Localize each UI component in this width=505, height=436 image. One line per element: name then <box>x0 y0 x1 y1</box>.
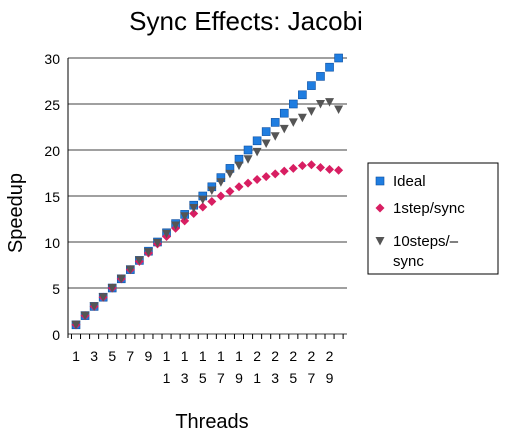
y-tick-label: 15 <box>44 189 60 205</box>
data-point <box>125 265 135 275</box>
data-point <box>270 132 280 141</box>
data-point <box>243 155 253 164</box>
data-point <box>288 163 298 173</box>
data-point <box>207 197 217 207</box>
data-point <box>334 53 343 63</box>
data-point <box>325 164 335 174</box>
data-point <box>279 124 289 134</box>
x-tick-label: 7 <box>126 348 134 364</box>
legend-box <box>367 162 499 275</box>
data-point <box>225 169 235 179</box>
y-tick-label: 5 <box>52 281 60 297</box>
y-tick-label: 0 <box>52 327 60 343</box>
x-tick-label: 1 <box>72 348 80 364</box>
legend-marker <box>375 176 385 186</box>
y-axis-label: Speedup <box>5 173 27 253</box>
data-point <box>306 107 316 116</box>
y-tick-label: 10 <box>44 235 60 251</box>
y-tick-label: 20 <box>44 143 60 159</box>
data-point <box>134 256 144 265</box>
x-tick-label: 5 <box>108 348 116 364</box>
data-point <box>297 113 307 123</box>
data-point <box>234 161 244 171</box>
x-axis-label: Threads <box>175 411 248 433</box>
data-point <box>71 320 81 330</box>
data-point <box>216 191 226 201</box>
data-point <box>315 100 325 109</box>
data-point <box>189 203 199 213</box>
data-point <box>297 161 307 171</box>
data-point <box>107 284 117 293</box>
data-point <box>89 302 99 311</box>
x-tick-label: 3 <box>90 348 98 364</box>
legend-marker <box>375 203 385 213</box>
data-point <box>152 238 162 248</box>
data-point <box>80 311 90 321</box>
y-tick-label: 25 <box>44 97 60 113</box>
data-point <box>189 208 199 218</box>
legend-label: 10steps/– sync <box>393 233 459 270</box>
data-point <box>307 81 316 90</box>
data-point <box>270 169 280 179</box>
data-point <box>234 182 244 192</box>
data-point <box>198 195 208 205</box>
data-point <box>316 72 325 81</box>
legend: Ideal 1step/sync 10steps/– sync <box>367 162 499 275</box>
legend-marker <box>375 237 385 246</box>
data-point <box>261 139 271 149</box>
data-point <box>243 178 253 188</box>
data-point <box>180 212 190 221</box>
data-point <box>315 162 325 172</box>
data-point <box>180 216 190 226</box>
data-point <box>288 118 298 127</box>
data-point <box>216 178 226 187</box>
data-point <box>325 62 334 72</box>
data-point <box>334 165 344 175</box>
data-point <box>279 108 289 118</box>
data-point <box>252 174 262 184</box>
data-point <box>171 221 181 230</box>
data-point <box>306 160 316 170</box>
data-point <box>198 202 208 212</box>
data-point <box>162 229 172 239</box>
data-point <box>116 274 126 284</box>
data-point <box>325 98 335 107</box>
x-tick-label: 9 <box>145 348 153 364</box>
data-point <box>143 248 153 257</box>
data-point <box>298 90 307 100</box>
chart-title: Sync Effects: Jacobi <box>129 6 363 36</box>
data-point <box>225 186 235 196</box>
legend-label: Ideal <box>393 173 426 190</box>
data-point <box>289 99 298 109</box>
series-1 <box>71 160 344 330</box>
data-point <box>252 147 262 157</box>
data-point <box>243 145 253 155</box>
data-point <box>207 186 217 195</box>
data-point <box>334 105 344 115</box>
data-point <box>261 127 271 136</box>
data-point <box>270 118 280 127</box>
data-point <box>279 166 289 176</box>
data-point <box>261 172 271 182</box>
legend-label: 1step/sync <box>393 200 465 217</box>
y-tick-label: 30 <box>44 51 60 67</box>
data-point <box>98 293 108 302</box>
data-point <box>252 136 262 146</box>
series-2 <box>71 98 344 330</box>
